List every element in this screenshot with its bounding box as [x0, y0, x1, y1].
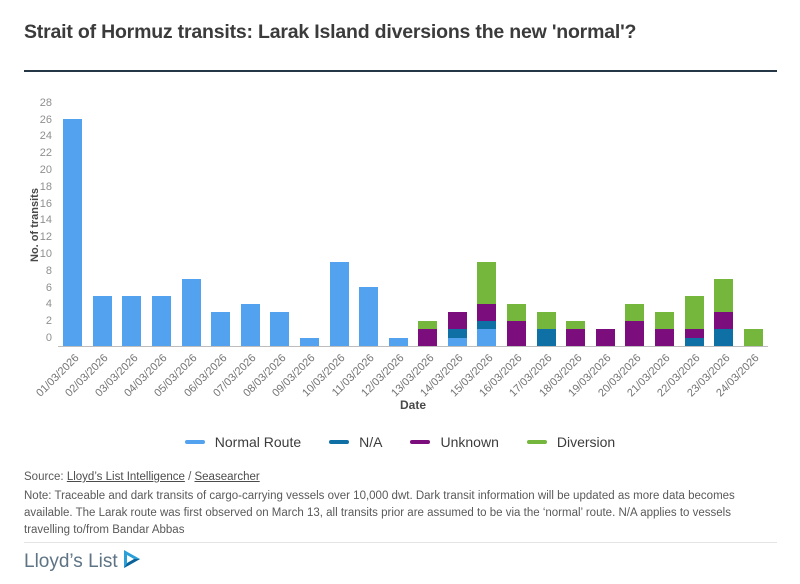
- legend-swatch-unknown: [410, 440, 431, 444]
- y-tick-label: 20: [39, 164, 52, 176]
- bar-segment-n-a: [536, 329, 556, 346]
- logo-text: Lloyd’s List: [24, 551, 118, 572]
- source-line: Source: Lloyd’s List Intelligence / Seas…: [24, 471, 776, 483]
- bar-segment-normal-route: [211, 312, 231, 346]
- y-tick-label: 10: [39, 248, 52, 260]
- legend-label: Diversion: [556, 434, 616, 450]
- y-tick-label: 0: [45, 332, 52, 344]
- source-prefix: Source:: [24, 471, 67, 483]
- legend-label: Unknown: [440, 434, 499, 450]
- legend-item-normal-route: Normal Route: [184, 434, 302, 450]
- bar-segment-normal-route: [92, 295, 112, 346]
- bar-segment-diversion: [684, 295, 704, 330]
- bar-segment-normal-route: [181, 278, 201, 346]
- x-axis-title: Date: [399, 398, 426, 412]
- x-axis-line: [58, 346, 768, 347]
- bar-segment-diversion: [507, 304, 527, 321]
- y-tick-label: 6: [45, 281, 52, 294]
- bar-segment-normal-route: [152, 295, 172, 346]
- bar-segment-diversion: [418, 320, 438, 330]
- play-arrow-icon: [123, 550, 140, 568]
- bar-segment-diversion: [654, 312, 674, 330]
- legend-item-diversion: Diversion: [526, 434, 616, 450]
- bar-segment-diversion: [714, 278, 734, 313]
- bar-segment-unknown: [507, 320, 527, 346]
- source-link-lloyds-list-intelligence[interactable]: Lloyd’s List Intelligence: [66, 471, 185, 483]
- bar-segment-normal-route: [477, 329, 497, 346]
- bar-segment-normal-route: [240, 304, 260, 346]
- legend-item-unknown: Unknown: [410, 434, 499, 450]
- bar-segment-diversion: [625, 304, 645, 321]
- y-tick-label: 16: [39, 197, 52, 210]
- bar-segment-unknown: [654, 329, 674, 346]
- footer-divider: [24, 542, 777, 543]
- bar-segment-n-a: [684, 337, 704, 346]
- bar-segment-diversion: [477, 262, 497, 304]
- legend-label: Normal Route: [214, 434, 302, 450]
- legend-swatch-diversion: [526, 440, 547, 444]
- lloyds-list-logo: Lloyd’s List: [24, 550, 143, 573]
- y-tick-label: 2: [45, 315, 52, 328]
- bar-segment-normal-route: [270, 312, 290, 346]
- bar-segment-normal-route: [299, 337, 319, 346]
- bar-segment-unknown: [714, 312, 734, 330]
- title-divider: [24, 70, 777, 72]
- y-tick-label: 18: [39, 180, 52, 193]
- y-tick-label: 12: [39, 231, 52, 244]
- legend-label: N/A: [359, 434, 383, 450]
- bar-segment-unknown: [566, 329, 586, 346]
- bar-segment-unknown: [477, 304, 497, 321]
- y-tick-label: 14: [39, 214, 52, 227]
- y-tick-label: 4: [45, 298, 52, 311]
- legend-swatch-normal-route: [184, 440, 205, 444]
- bar-segment-normal-route: [122, 295, 142, 346]
- y-tick-label: 28: [39, 96, 52, 109]
- bar-segment-normal-route: [329, 262, 349, 346]
- bar-segment-n-a: [477, 320, 497, 330]
- bar-segment-unknown: [595, 329, 615, 346]
- bar-segment-unknown: [418, 329, 438, 346]
- bar-segment-unknown: [625, 320, 645, 346]
- source-separator: /: [184, 471, 195, 483]
- chart-title: Strait of Hormuz transits: Larak Island …: [24, 21, 637, 43]
- legend: Normal Route N/A Unknown Diversion: [0, 434, 800, 450]
- y-tick-label: 26: [39, 113, 52, 126]
- bar-segment-unknown: [447, 312, 467, 330]
- bar-segment-n-a: [714, 329, 734, 346]
- note-text: Note: Traceable and dark transits of car…: [24, 490, 735, 536]
- source-link-seasearcher[interactable]: Seasearcher: [194, 471, 260, 483]
- bar-segment-normal-route: [63, 119, 83, 346]
- bar-segment-diversion: [536, 312, 556, 330]
- bar-segment-diversion: [566, 320, 586, 330]
- bar-segment-n-a: [447, 329, 467, 338]
- y-tick-label: 22: [39, 147, 52, 160]
- bar-segment-normal-route: [359, 287, 379, 346]
- bar-segment-normal-route: [447, 337, 467, 346]
- bar-segment-unknown: [684, 329, 704, 338]
- bar-segment-normal-route: [388, 337, 408, 346]
- legend-swatch-n-a: [329, 440, 350, 444]
- y-tick-label: 8: [45, 264, 52, 277]
- bar-segment-diversion: [743, 329, 763, 346]
- legend-item-n-a: N/A: [329, 434, 382, 450]
- y-tick-label: 24: [39, 130, 52, 143]
